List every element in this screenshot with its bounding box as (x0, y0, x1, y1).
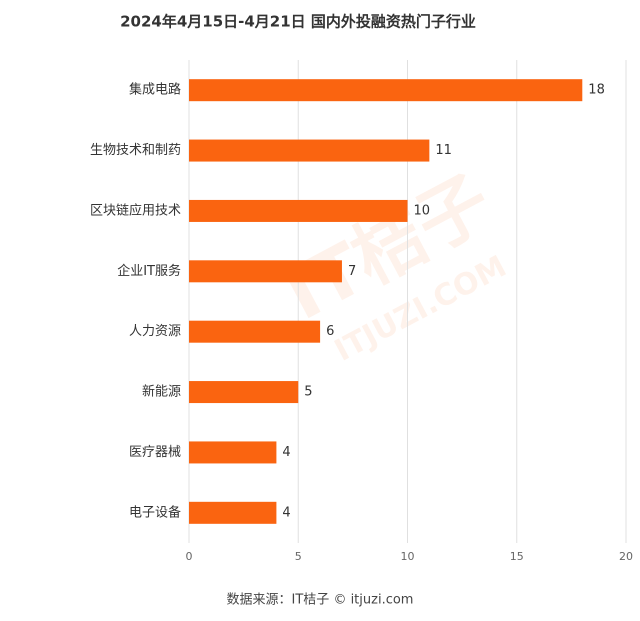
y-tick-label: 区块链应用技术 (90, 202, 181, 218)
source-note: 数据来源：IT桔子 © itjuzi.com (227, 593, 414, 608)
bar (189, 381, 299, 404)
bar (189, 501, 277, 524)
bar (189, 260, 342, 283)
bar (189, 139, 430, 162)
y-tick-label: 生物技术和制药 (90, 143, 181, 158)
value-label: 4 (282, 445, 290, 460)
x-tick-label: 20 (619, 550, 633, 563)
y-tick-label: 新能源 (142, 384, 181, 400)
chart-title: 2024年4月15日-4月21日 国内外投融资热门子行业 (120, 13, 476, 31)
value-label: 18 (588, 83, 605, 98)
value-label: 10 (414, 203, 431, 218)
value-label: 6 (326, 324, 334, 339)
y-tick-label: 人力资源 (129, 324, 181, 339)
y-tick-label: 企业IT服务 (117, 263, 181, 279)
y-tick-label: 电子设备 (129, 504, 181, 520)
value-label: 5 (304, 385, 312, 400)
bar (189, 320, 321, 343)
bar (189, 79, 583, 102)
bar (189, 199, 408, 222)
value-label: 11 (435, 143, 452, 158)
x-tick-label: 5 (295, 550, 302, 563)
bar (189, 441, 277, 464)
x-tick-label: 0 (186, 550, 193, 563)
x-tick-label: 15 (510, 550, 524, 563)
value-label: 7 (348, 264, 356, 279)
x-tick-label: 10 (401, 550, 415, 563)
value-label: 4 (282, 505, 290, 520)
y-tick-label: 医疗器械 (129, 445, 181, 460)
y-tick-label: 集成电路 (129, 82, 181, 98)
